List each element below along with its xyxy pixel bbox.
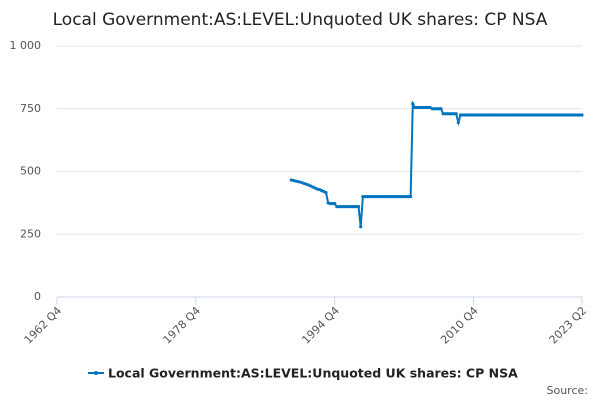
source: Source: — [547, 384, 589, 397]
x-tick-label: 2010 Q4 — [438, 304, 481, 347]
point — [333, 202, 337, 206]
y-tick-label: 1 000 — [10, 39, 42, 52]
point — [324, 190, 328, 195]
point — [359, 225, 363, 229]
point — [439, 107, 443, 111]
line — [291, 100, 582, 227]
y-tick-label: 0 — [34, 290, 41, 303]
x-tick-label: 1994 Q4 — [299, 304, 342, 347]
legend-marker — [94, 371, 98, 375]
point — [411, 102, 415, 106]
legend-label: Local Government:AS:LEVEL:Unquoted UK sh… — [108, 366, 518, 381]
point — [409, 195, 413, 199]
point — [456, 120, 460, 125]
x-tick-label: 1978 Q4 — [161, 304, 204, 347]
y-tick-label: 250 — [20, 227, 41, 240]
x-tick-label: 1962 Q4 — [22, 304, 65, 347]
x-tick-label: 2023 Q2 — [547, 304, 590, 347]
point — [356, 205, 361, 209]
y-tick-label: 750 — [20, 102, 41, 115]
y-tick-label: 500 — [20, 165, 41, 178]
chart-title: Local Government:AS:LEVEL:Unquoted UK sh… — [53, 10, 548, 30]
point — [580, 113, 584, 117]
point — [454, 112, 458, 116]
